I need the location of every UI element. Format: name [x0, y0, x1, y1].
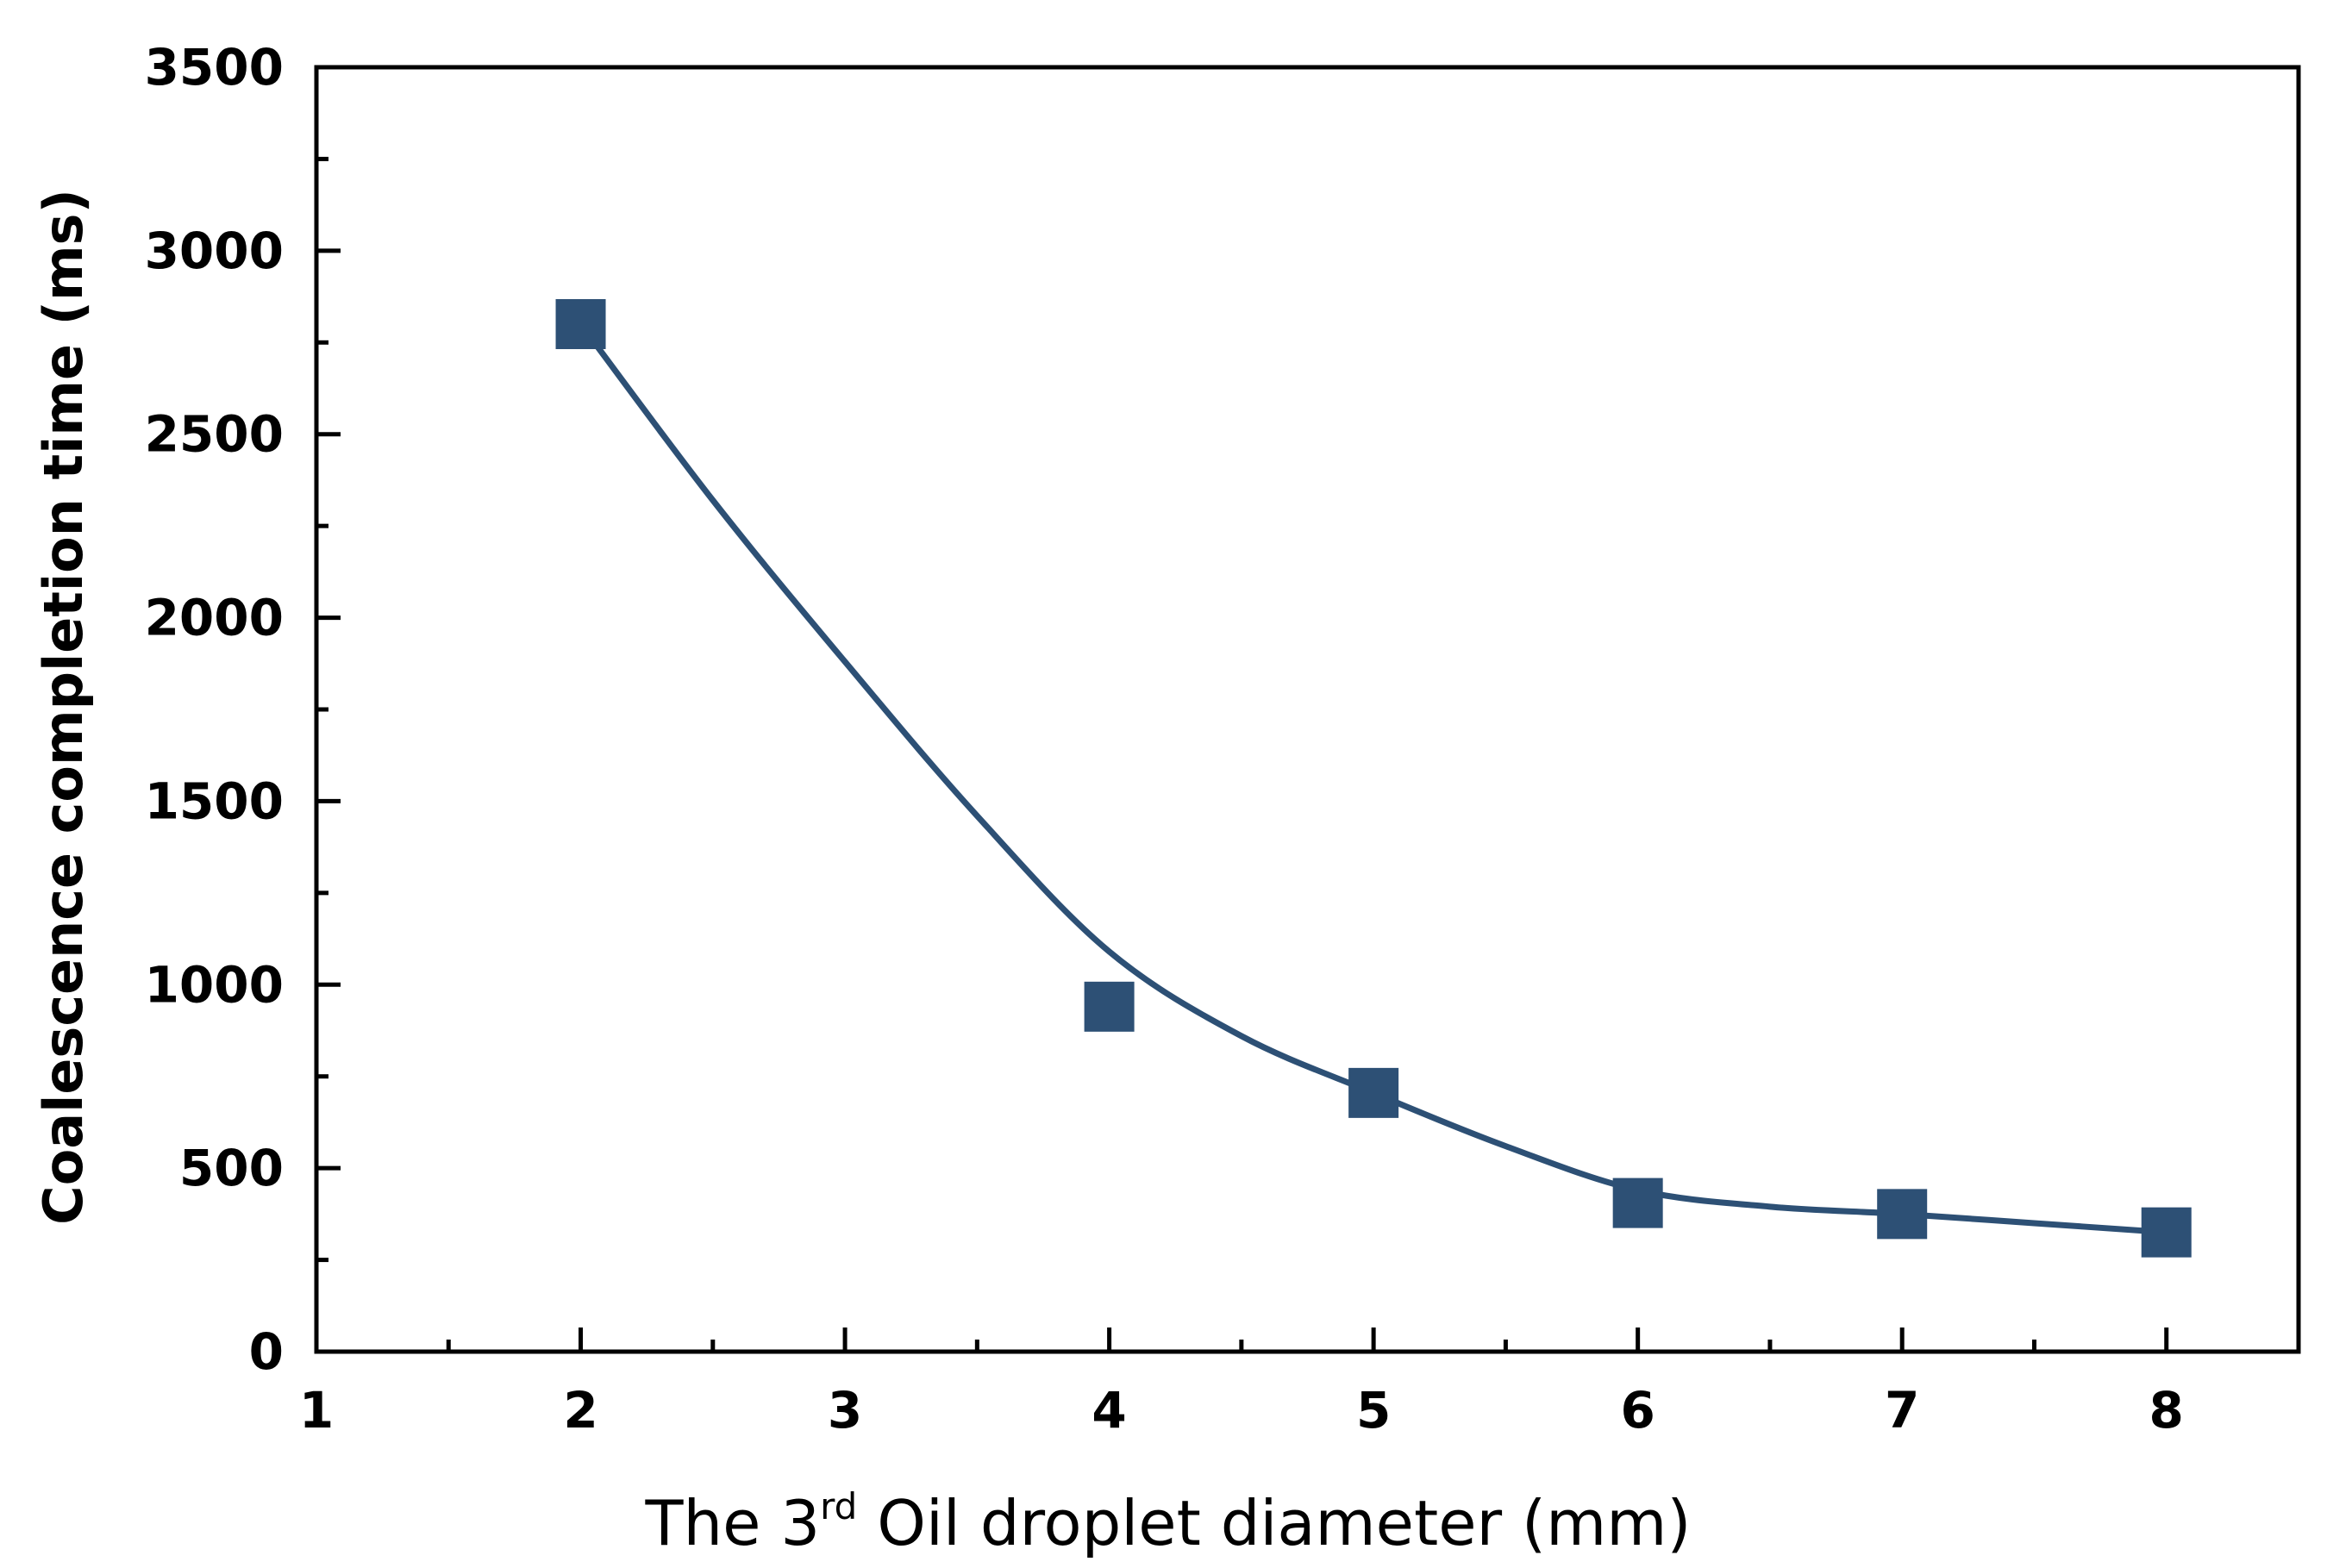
x-tick-label: 7 [1885, 1381, 1919, 1440]
x-tick-label: 8 [2149, 1381, 2184, 1440]
x-axis-title-suffix: Oil droplet diameter (mm) [857, 1487, 1691, 1559]
x-axis-title: The 3rd Oil droplet diameter (mm) [645, 1485, 1692, 1559]
y-tick-label: 3000 [145, 222, 284, 280]
y-tick-label: 0 [249, 1322, 284, 1381]
x-tick-label: 6 [1620, 1381, 1655, 1440]
y-tick-label: 1500 [145, 772, 284, 830]
y-axis-title: Coalescence completion time (ms) [32, 189, 95, 1225]
plot-frame [314, 65, 2301, 1354]
x-tick-label: 3 [828, 1381, 862, 1440]
x-axis-title-prefix: The 3 [645, 1487, 821, 1559]
x-tick-label: 1 [299, 1381, 334, 1440]
data-point-marker [1612, 1178, 1663, 1228]
x-tick-label: 2 [563, 1381, 597, 1440]
x-tick-label: 5 [1356, 1381, 1391, 1440]
data-point-marker [1877, 1189, 1928, 1240]
data-markers [555, 299, 2192, 1258]
y-tick-label: 3500 [145, 38, 284, 97]
x-axis-title-superscript: rd [820, 1485, 857, 1527]
data-point-marker [555, 299, 606, 349]
tick-labels: 1 2 3 4 5 6 7 8 0 500 1000 1500 2000 2500 3000 3500 [145, 38, 2184, 1440]
y-tick-label: 2000 [145, 589, 284, 647]
data-point-marker [1348, 1067, 1399, 1118]
y-tick-label: 1000 [145, 955, 284, 1014]
y-tick-label: 500 [179, 1139, 284, 1197]
y-tick-label: 2500 [145, 405, 284, 464]
data-point-marker [1084, 981, 1135, 1032]
axes [314, 65, 2301, 1354]
data-point-marker [2141, 1207, 2192, 1258]
x-tick-label: 4 [1092, 1381, 1126, 1440]
